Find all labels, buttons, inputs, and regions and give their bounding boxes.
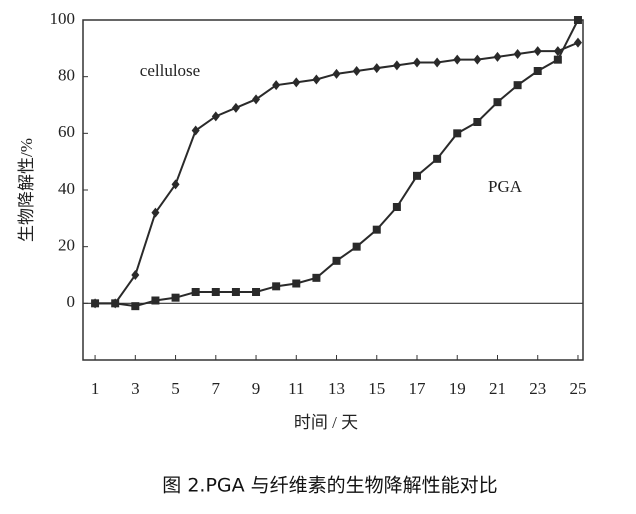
point xyxy=(272,282,281,291)
point xyxy=(131,302,140,311)
point xyxy=(513,49,522,59)
x-tick-label: 25 xyxy=(569,379,586,398)
point xyxy=(191,288,200,296)
point xyxy=(111,299,120,308)
x-tick-label: 17 xyxy=(409,379,427,398)
point xyxy=(211,288,220,296)
y-tick-label: 80 xyxy=(58,66,75,85)
caption: 图 2.PGA 与纤维素的生物降解性能对比 xyxy=(162,475,497,497)
point xyxy=(211,111,220,122)
point xyxy=(413,171,422,180)
point xyxy=(573,16,582,24)
point xyxy=(151,296,160,305)
point xyxy=(352,66,361,76)
point xyxy=(453,129,462,138)
point xyxy=(91,299,100,308)
x-tick-label: 15 xyxy=(368,379,385,398)
y-tick-label: 100 xyxy=(50,9,76,28)
point xyxy=(573,37,582,48)
point xyxy=(473,54,482,65)
point xyxy=(513,81,522,90)
point xyxy=(231,288,240,296)
x-tick-label: 3 xyxy=(131,379,140,398)
point xyxy=(171,293,180,302)
x-tick-label: 1 xyxy=(91,379,100,398)
y-tick-label: 20 xyxy=(58,236,75,255)
x-tick-label: 7 xyxy=(212,379,221,398)
point xyxy=(312,273,321,282)
point xyxy=(352,242,361,251)
x-tick-label: 5 xyxy=(171,379,180,398)
series-label: PGA xyxy=(488,177,523,196)
point xyxy=(493,51,502,62)
point xyxy=(272,80,281,91)
point xyxy=(493,98,502,107)
x-axis-label: 时间 / 天 xyxy=(294,413,358,432)
point xyxy=(332,256,341,265)
point xyxy=(533,46,542,57)
x-tick-label: 19 xyxy=(449,379,466,398)
point xyxy=(312,74,321,85)
point xyxy=(292,77,301,88)
x-tick-label: 13 xyxy=(328,379,345,398)
point xyxy=(392,60,401,71)
point xyxy=(433,57,442,68)
point xyxy=(252,288,261,296)
point xyxy=(151,207,160,218)
point xyxy=(392,203,401,211)
series-label: cellulose xyxy=(140,61,200,80)
point xyxy=(533,67,542,75)
point xyxy=(473,118,482,126)
y-tick-label: 40 xyxy=(58,179,75,198)
point xyxy=(292,279,301,288)
y-tick-label: 60 xyxy=(58,122,75,141)
point xyxy=(413,57,422,68)
x-tick-label: 21 xyxy=(489,379,506,398)
point xyxy=(372,225,381,234)
point xyxy=(231,102,240,113)
y-axis-label: 生物降解性/% xyxy=(17,138,36,242)
point xyxy=(433,154,442,163)
point xyxy=(252,94,261,105)
x-tick-label: 9 xyxy=(252,379,261,398)
point xyxy=(131,270,140,280)
point xyxy=(171,179,180,190)
x-tick-label: 23 xyxy=(529,379,546,398)
point xyxy=(453,54,462,65)
point xyxy=(191,125,200,136)
y-tick-label: 0 xyxy=(67,292,76,311)
point xyxy=(332,68,341,79)
x-tick-label: 11 xyxy=(288,379,304,398)
point xyxy=(372,63,381,74)
point xyxy=(553,55,562,64)
